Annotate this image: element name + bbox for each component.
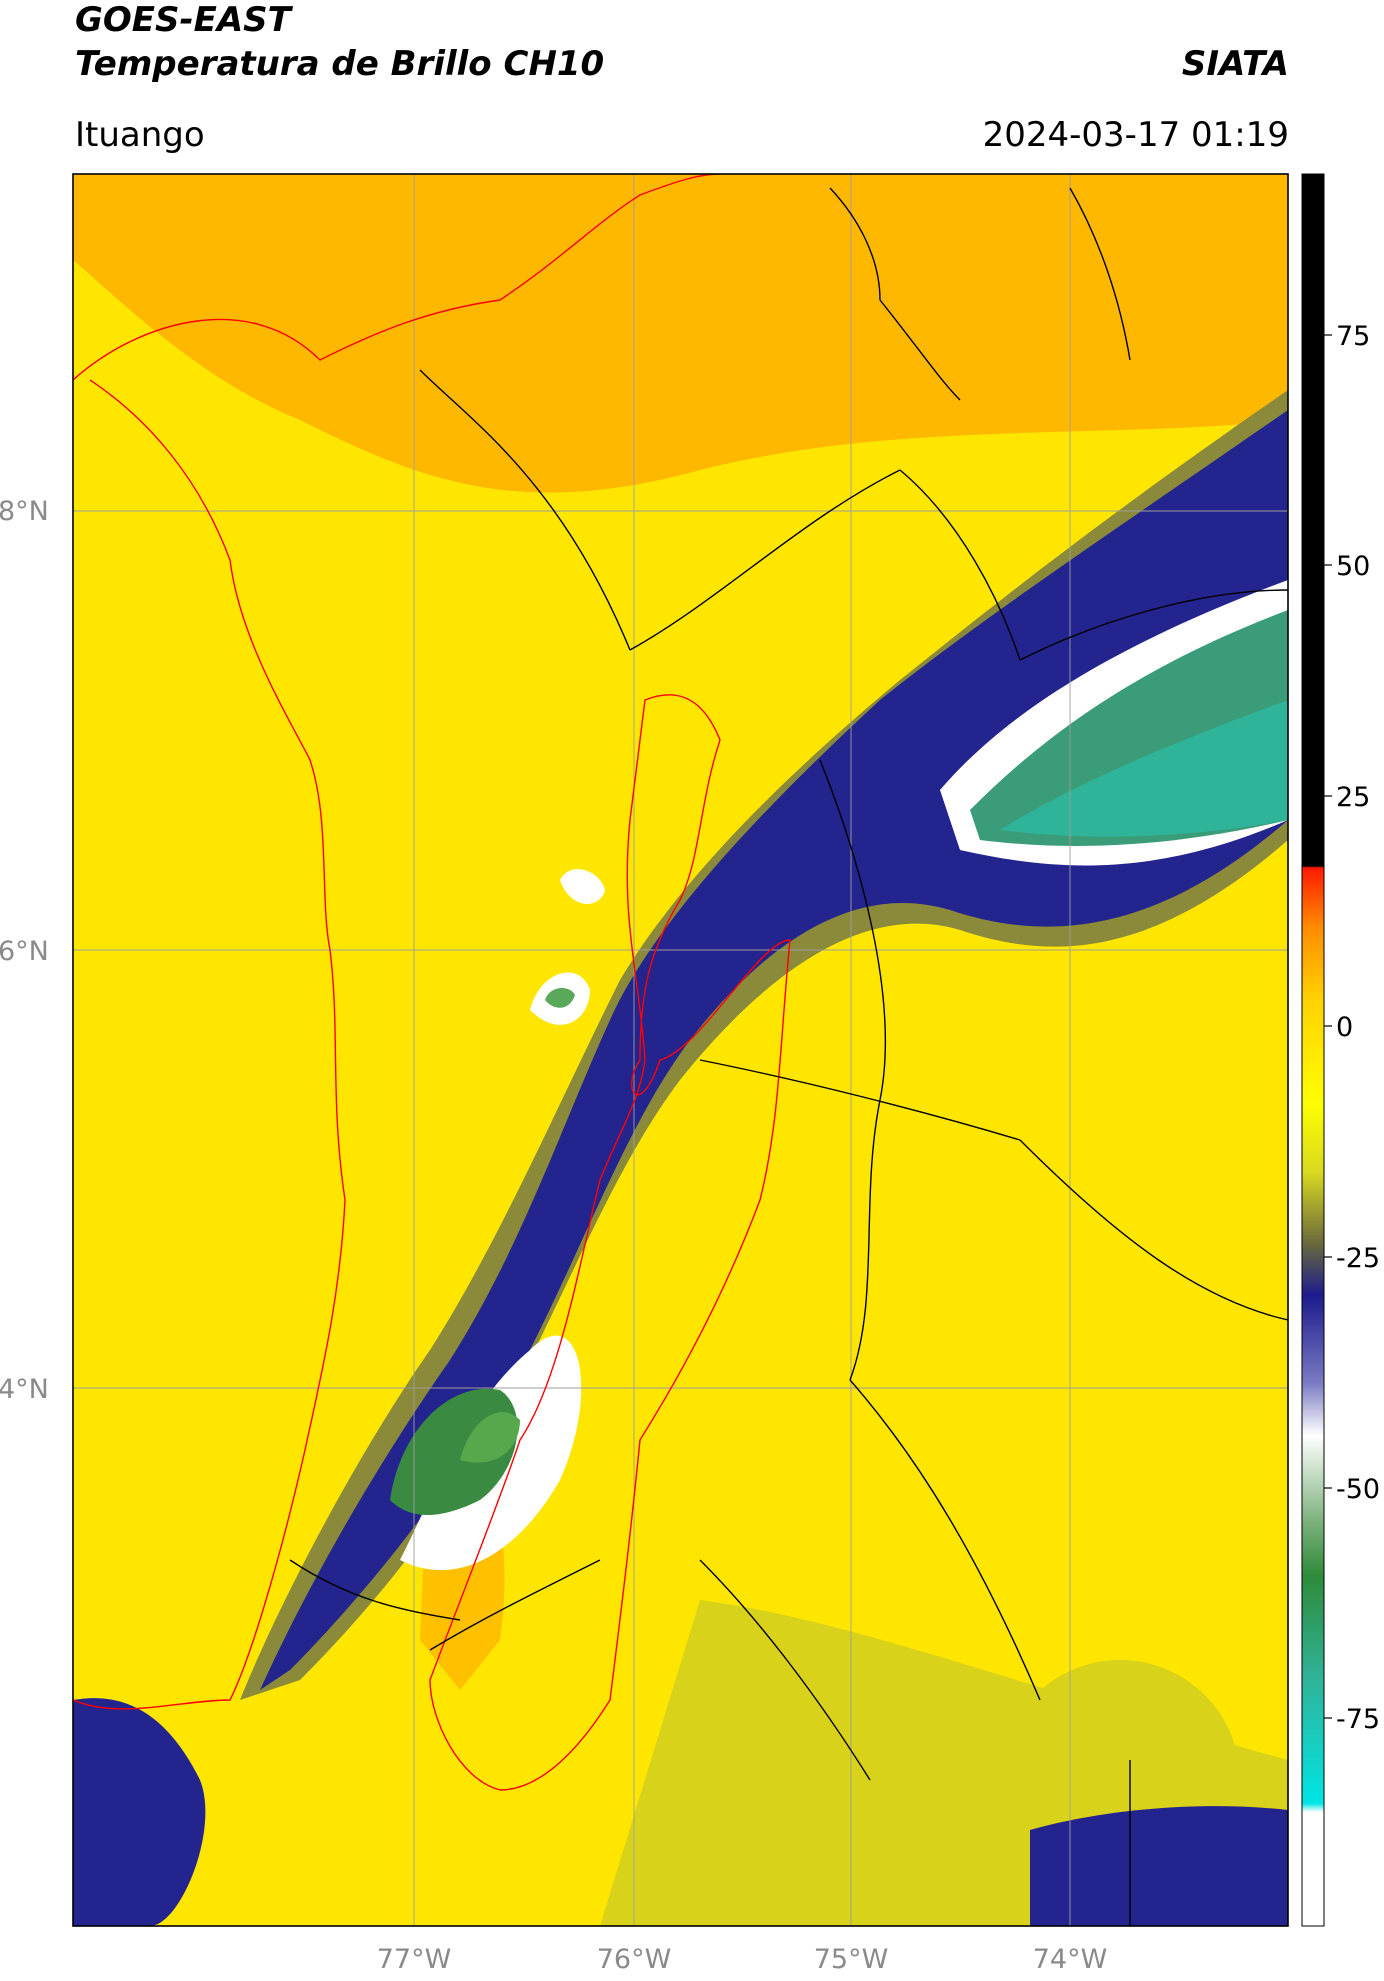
map-frame bbox=[72, 173, 1289, 1927]
cb-label-50: 50 bbox=[1336, 551, 1370, 582]
cb-label-minus50: -50 bbox=[1336, 1474, 1380, 1505]
lon-label-76: 76°W bbox=[597, 1944, 672, 1975]
colorbar-labels: 75 50 25 0 -25 -50 -75 bbox=[1336, 321, 1380, 1735]
antioquia-border bbox=[429, 694, 791, 1791]
datetime-label: 2024-03-17 01:19 bbox=[982, 115, 1289, 155]
colorbar-tick-marks bbox=[1324, 334, 1332, 1719]
coastline bbox=[73, 379, 346, 1710]
latitude-labels: 8°N 6°N 4°N bbox=[0, 496, 49, 1405]
cb-label-0: 0 bbox=[1336, 1012, 1353, 1043]
cb-label-minus75: -75 bbox=[1336, 1704, 1380, 1735]
lat-label-6: 6°N bbox=[0, 936, 49, 967]
lat-lon-grid bbox=[73, 174, 1288, 1926]
region-label: Ituango bbox=[75, 115, 205, 155]
lat-label-8: 8°N bbox=[0, 496, 49, 527]
lon-label-75: 75°W bbox=[814, 1944, 889, 1975]
department-borders bbox=[289, 187, 1288, 1926]
lon-label-74: 74°W bbox=[1033, 1944, 1108, 1975]
colorbar bbox=[1301, 173, 1325, 1927]
cb-label-minus25: -25 bbox=[1336, 1243, 1380, 1274]
satellite-title: GOES-EAST bbox=[75, 0, 291, 40]
caribbean-coast bbox=[73, 174, 721, 381]
lat-label-4: 4°N bbox=[0, 1374, 49, 1405]
brightness-temperature-field bbox=[73, 174, 1288, 1926]
longitude-labels: 77°W 76°W 75°W 74°W bbox=[377, 1944, 1108, 1975]
agency-label: SIATA bbox=[1181, 44, 1289, 84]
lon-label-77: 77°W bbox=[377, 1944, 452, 1975]
cb-label-75: 75 bbox=[1336, 321, 1370, 352]
cb-label-25: 25 bbox=[1336, 782, 1370, 813]
product-title: Temperatura de Brillo CH10 bbox=[75, 44, 605, 84]
